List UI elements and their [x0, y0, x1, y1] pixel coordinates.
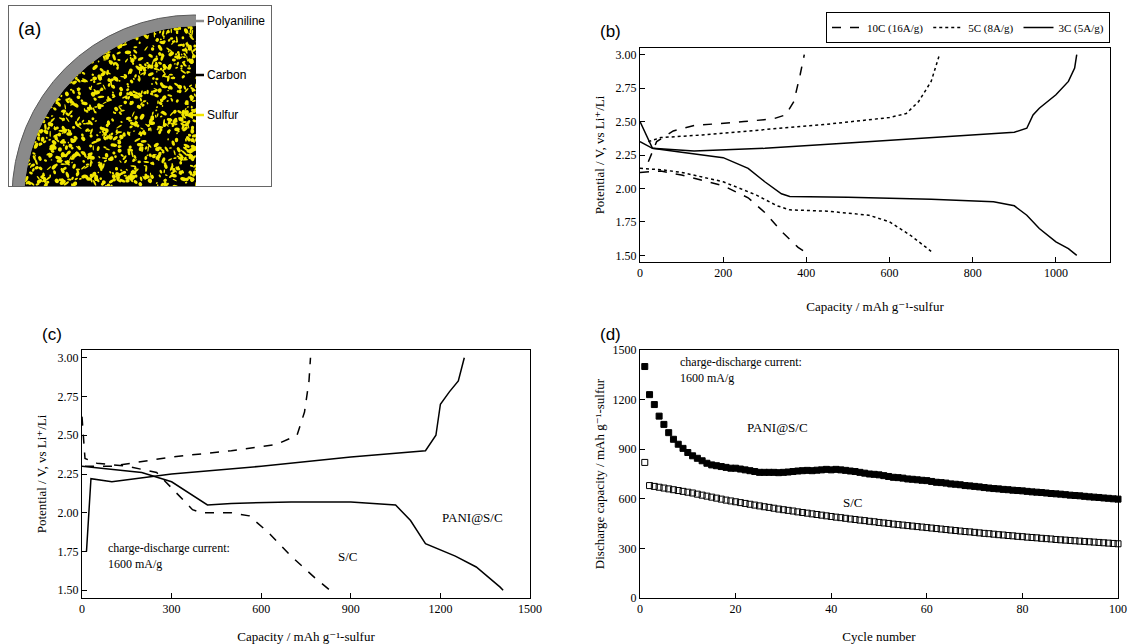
svg-text:1.75: 1.75: [616, 215, 637, 229]
svg-text:Polyaniline: Polyaniline: [207, 14, 265, 28]
svg-text:Potential / V, vs Li⁺/Li: Potential / V, vs Li⁺/Li: [592, 95, 607, 214]
svg-text:Potential / V, vs Li⁺/Li: Potential / V, vs Li⁺/Li: [34, 414, 49, 533]
svg-text:(d): (d): [600, 325, 621, 344]
svg-text:Capacity / mAh g⁻¹-sulfur: Capacity / mAh g⁻¹-sulfur: [237, 629, 375, 644]
svg-text:800: 800: [964, 266, 982, 280]
svg-text:400: 400: [797, 266, 815, 280]
svg-text:600: 600: [881, 266, 899, 280]
svg-text:60: 60: [921, 602, 933, 616]
svg-text:900: 900: [342, 602, 360, 616]
svg-text:1200: 1200: [613, 393, 637, 407]
svg-text:1200: 1200: [428, 602, 452, 616]
svg-text:charge-discharge current:1600: charge-discharge current:1600 mA/g: [108, 541, 230, 571]
svg-text:100: 100: [1109, 602, 1127, 616]
svg-text:0: 0: [637, 602, 643, 616]
svg-text:(a): (a): [18, 18, 41, 39]
svg-text:300: 300: [619, 542, 637, 556]
svg-text:80: 80: [1016, 602, 1028, 616]
svg-text:900: 900: [619, 442, 637, 456]
svg-text:2.50: 2.50: [616, 115, 637, 129]
svg-text:1.50: 1.50: [58, 583, 79, 597]
svg-text:0: 0: [79, 602, 85, 616]
svg-text:10C (16A/g): 10C (16A/g): [867, 22, 923, 35]
svg-text:PANI@S/C: PANI@S/C: [747, 420, 808, 435]
svg-text:(c): (c): [42, 325, 62, 344]
svg-text:1500: 1500: [613, 343, 637, 357]
svg-text:Sulfur: Sulfur: [207, 108, 238, 122]
svg-text:2.00: 2.00: [58, 506, 79, 520]
svg-text:PANI@S/C: PANI@S/C: [442, 510, 503, 525]
svg-text:200: 200: [714, 266, 732, 280]
svg-text:20: 20: [730, 602, 742, 616]
svg-text:0: 0: [637, 266, 643, 280]
svg-text:2.25: 2.25: [58, 467, 79, 481]
svg-text:2.75: 2.75: [616, 81, 637, 95]
svg-text:3.00: 3.00: [58, 351, 79, 365]
svg-text:Capacity / mAh g⁻¹-sulfur: Capacity / mAh g⁻¹-sulfur: [806, 299, 944, 314]
svg-text:(b): (b): [600, 22, 621, 41]
svg-text:S/C: S/C: [338, 549, 358, 564]
svg-text:charge-discharge current:1600: charge-discharge current:1600 mA/g: [680, 355, 802, 385]
svg-text:3.00: 3.00: [616, 48, 637, 62]
svg-text:2.75: 2.75: [58, 390, 79, 404]
svg-text:1500: 1500: [518, 602, 542, 616]
svg-text:1.75: 1.75: [58, 545, 79, 559]
svg-text:3C (5A/g): 3C (5A/g): [1059, 22, 1104, 35]
svg-text:5C (8A/g): 5C (8A/g): [968, 22, 1013, 35]
svg-text:600: 600: [252, 602, 270, 616]
svg-text:S/C: S/C: [843, 495, 863, 510]
svg-text:2.25: 2.25: [616, 148, 637, 162]
svg-text:1000: 1000: [1044, 266, 1068, 280]
svg-text:2.50: 2.50: [58, 428, 79, 442]
svg-text:Carbon: Carbon: [207, 68, 246, 82]
svg-text:600: 600: [619, 492, 637, 506]
svg-text:0: 0: [631, 591, 637, 605]
svg-text:300: 300: [163, 602, 181, 616]
svg-text:1.50: 1.50: [616, 249, 637, 263]
svg-text:40: 40: [825, 602, 837, 616]
svg-text:Discharge capacity / mAh g⁻¹-s: Discharge capacity / mAh g⁻¹-sulfur: [592, 378, 607, 569]
svg-text:Cycle number: Cycle number: [842, 629, 916, 644]
svg-text:2.00: 2.00: [616, 182, 637, 196]
